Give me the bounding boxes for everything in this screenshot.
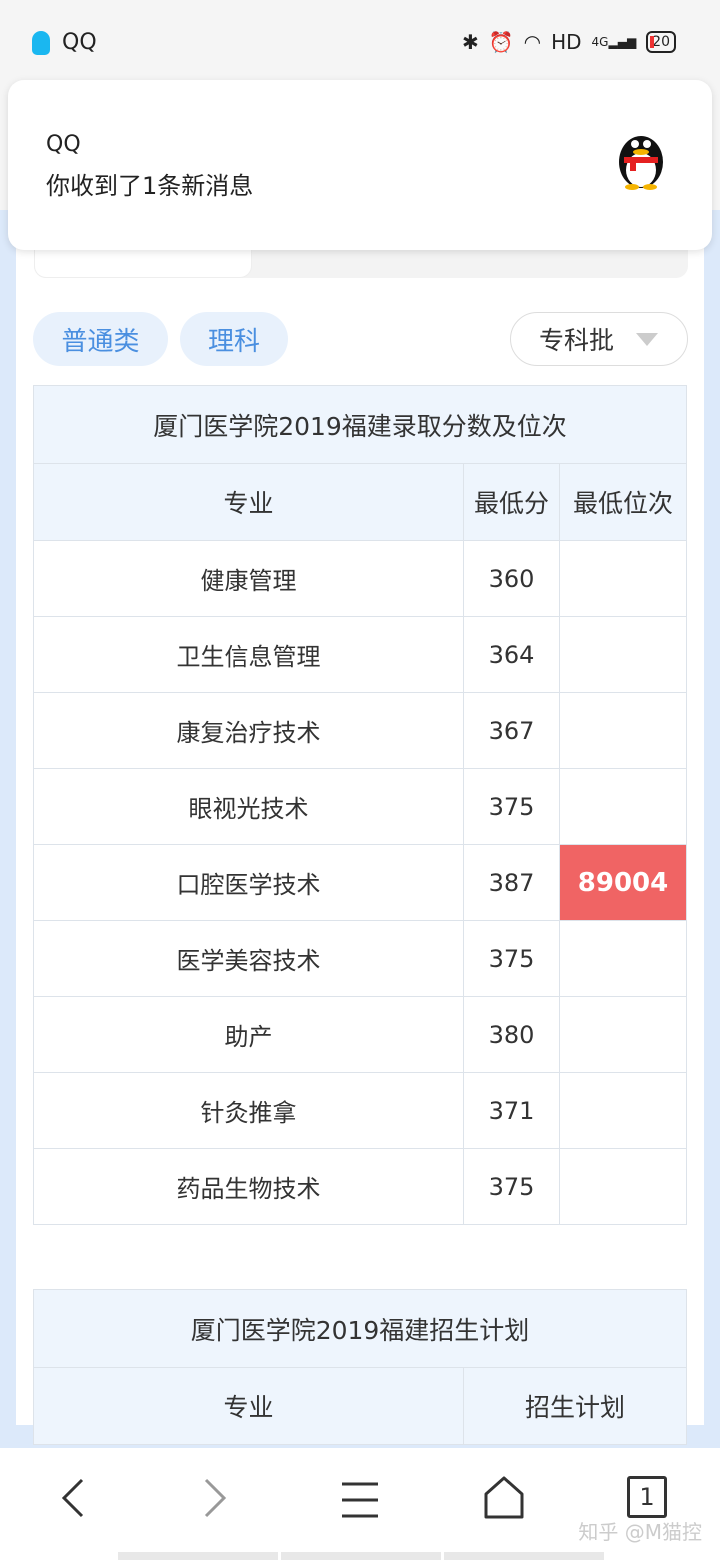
- table-row: 助产 380 92437: [33, 996, 687, 1073]
- rank-cell: 96595: [559, 1072, 687, 1149]
- table-row: 康复治疗技术 367 98305: [33, 692, 687, 769]
- rank-cell: 99575: [559, 616, 687, 693]
- back-button[interactable]: [58, 1476, 88, 1524]
- bottom-nav: 1: [0, 1448, 720, 1560]
- wifi-icon: ◠: [523, 30, 542, 54]
- rank-cell: 94801: [559, 920, 687, 997]
- table-row: 药品生物技术 375 94801: [33, 1148, 687, 1225]
- batch-dropdown[interactable]: 专科批: [510, 312, 688, 366]
- watermark: 知乎 @M猫控: [578, 1520, 702, 1544]
- table-row: 健康管理 360 101259: [33, 540, 687, 617]
- score-cell: 360: [463, 540, 560, 617]
- notification-message: 你收到了1条新消息: [46, 172, 254, 200]
- table-row: 针灸推拿 371 96595: [33, 1072, 687, 1149]
- qq-penguin-icon: [619, 136, 663, 190]
- score-table-title: 厦门医学院2019福建录取分数及位次: [33, 385, 687, 464]
- col-major: 专业: [33, 1367, 464, 1445]
- menu-button[interactable]: [340, 1476, 380, 1524]
- major-cell: 眼视光技术: [33, 768, 464, 845]
- rank-cell: 98305: [559, 692, 687, 769]
- col-major: 专业: [33, 463, 464, 541]
- rank-cell: 94801: [559, 768, 687, 845]
- table-row: 口腔医学技术 387 89004: [33, 844, 687, 921]
- table-row: 眼视光技术 375 94801: [33, 768, 687, 845]
- battery-icon: 20: [646, 31, 676, 53]
- score-cell: 367: [463, 692, 560, 769]
- category-chip[interactable]: 普通类: [33, 312, 168, 366]
- score-cell: 380: [463, 996, 560, 1073]
- score-cell: 375: [463, 920, 560, 997]
- content-panel: 普通类 理科 专科批 厦门医学院2019福建录取分数及位次 专业 最低分 最低位…: [16, 210, 704, 1445]
- major-cell: 针灸推拿: [33, 1072, 464, 1149]
- bluetooth-icon: ✱: [461, 30, 479, 54]
- rank-cell: 101259: [559, 540, 687, 617]
- network-label: HD: [551, 30, 582, 54]
- col-min-rank: 最低位次: [559, 463, 687, 541]
- rank-cell: 94801: [559, 1148, 687, 1225]
- score-cell: 375: [463, 1148, 560, 1225]
- major-cell: 口腔医学技术: [33, 844, 464, 921]
- batch-value: 专科批: [539, 326, 615, 355]
- home-button[interactable]: [482, 1476, 526, 1524]
- tab-strip: [118, 1552, 604, 1560]
- subject-chip[interactable]: 理科: [180, 312, 288, 366]
- rank-cell: 89004: [559, 844, 687, 921]
- rank-cell: 92437: [559, 996, 687, 1073]
- score-cell: 375: [463, 768, 560, 845]
- notification-banner[interactable]: QQ 你收到了1条新消息: [8, 80, 712, 250]
- col-min-score: 最低分: [463, 463, 560, 541]
- score-cell: 364: [463, 616, 560, 693]
- major-cell: 医学美容技术: [33, 920, 464, 997]
- table-row: 医学美容技术 375 94801: [33, 920, 687, 997]
- major-cell: 药品生物技术: [33, 1148, 464, 1225]
- score-cell: 371: [463, 1072, 560, 1149]
- qq-icon: [32, 30, 50, 55]
- tabs-button[interactable]: 1: [627, 1476, 667, 1518]
- forward-button[interactable]: [200, 1476, 230, 1524]
- major-cell: 健康管理: [33, 540, 464, 617]
- major-cell: 卫生信息管理: [33, 616, 464, 693]
- notification-title: QQ: [46, 132, 81, 157]
- signal-icon: 4G▂▄▆: [591, 35, 637, 49]
- table-row: 卫生信息管理 364 99575: [33, 616, 687, 693]
- score-table: 厦门医学院2019福建录取分数及位次 专业 最低分 最低位次 健康管理 360 10…: [33, 385, 687, 1225]
- status-app: QQ: [62, 30, 97, 55]
- score-cell: 387: [463, 844, 560, 921]
- plan-table-title: 厦门医学院2019福建招生计划: [33, 1289, 687, 1368]
- alarm-icon: ⏰: [488, 30, 514, 54]
- col-plan: 招生计划: [463, 1367, 687, 1445]
- chevron-down-icon: [636, 332, 659, 346]
- major-cell: 康复治疗技术: [33, 692, 464, 769]
- major-cell: 助产: [33, 996, 464, 1073]
- plan-table: 厦门医学院2019福建招生计划 专业 招生计划: [33, 1289, 687, 1445]
